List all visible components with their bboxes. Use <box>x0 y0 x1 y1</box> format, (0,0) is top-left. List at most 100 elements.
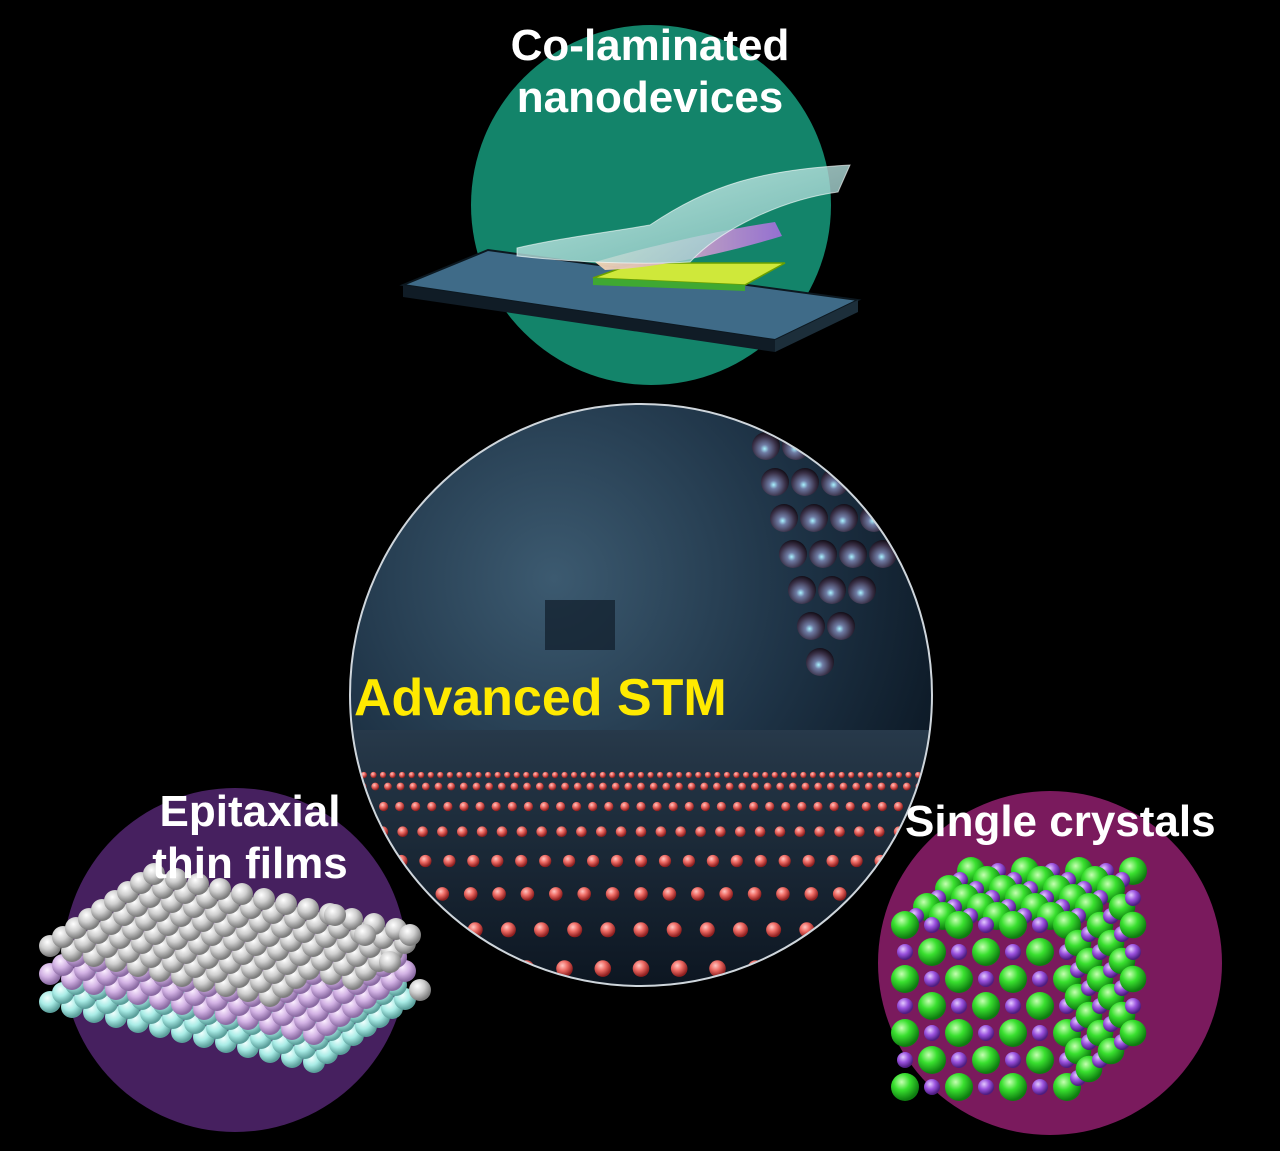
floor-atom <box>384 782 392 791</box>
floor-atom <box>877 782 886 791</box>
tip-atom <box>743 404 771 424</box>
purple-atom <box>1005 998 1021 1014</box>
film-atom <box>231 883 253 905</box>
tip-atom <box>806 648 834 676</box>
floor-atom <box>576 826 587 837</box>
purple-atom <box>978 971 994 987</box>
floor-atom <box>709 960 726 977</box>
floor-atom <box>829 771 836 779</box>
floor-atom <box>794 826 806 837</box>
tip-atom <box>869 540 897 568</box>
floor-atom <box>814 782 823 791</box>
floor-atom <box>634 854 648 868</box>
floor-atom <box>675 782 683 791</box>
green-atom <box>891 965 919 993</box>
floor-atom <box>852 782 861 791</box>
floor-atom <box>535 782 544 791</box>
floor-atom <box>848 771 855 779</box>
floor-atom <box>886 771 893 779</box>
floor-atom <box>563 854 576 868</box>
floor-atom <box>763 1001 781 1019</box>
film-atom <box>165 868 187 890</box>
tip-atom <box>770 504 798 532</box>
floor-atom <box>713 782 721 791</box>
right-label-text: Single crystals <box>905 797 1216 846</box>
floor-atom <box>371 782 380 791</box>
top-label-line-2: nanodevices <box>516 73 784 122</box>
floor-atom <box>809 771 817 779</box>
floor-atom <box>599 771 606 779</box>
floor-atom <box>459 782 468 791</box>
floor-atom <box>588 801 598 812</box>
green-atom <box>891 911 919 939</box>
floor-atom <box>776 887 790 901</box>
green-atom <box>945 1073 973 1101</box>
floor-atom <box>700 782 709 791</box>
floor-atom <box>633 922 649 938</box>
floor-atom <box>691 887 705 901</box>
floor-atom <box>577 887 591 901</box>
floor-atom <box>716 801 727 812</box>
floor-atom <box>819 771 826 779</box>
floor-atom <box>632 960 650 977</box>
floor-atom <box>572 801 582 812</box>
top-label: Co-laminated nanodevices <box>440 20 860 124</box>
green-atom <box>999 1019 1027 1047</box>
floor-atom <box>434 782 443 791</box>
floor-atom <box>637 771 645 779</box>
purple-atom <box>1005 944 1021 960</box>
purple-atom <box>1032 1079 1048 1095</box>
floor-atom <box>443 854 456 868</box>
floor-atom <box>599 782 607 791</box>
tip-atom <box>773 404 801 424</box>
tip-atom <box>848 576 876 604</box>
floor-atom <box>586 782 595 791</box>
floor-atom <box>751 782 759 791</box>
green-atom <box>1026 992 1054 1020</box>
floor-atom <box>704 771 712 779</box>
tip-atom <box>881 468 909 496</box>
tip-atom <box>809 540 837 568</box>
tip-atom <box>800 504 828 532</box>
floor-atom <box>905 771 912 779</box>
floor-atom <box>766 922 782 938</box>
center-label: Advanced STM <box>340 668 824 728</box>
floor-atom <box>723 771 731 779</box>
green-atom <box>891 1073 919 1101</box>
floor-atom <box>735 826 746 837</box>
floor-atom <box>594 960 612 977</box>
floor-atom <box>785 960 803 977</box>
floor-atom <box>418 771 425 779</box>
green-atom <box>945 911 973 939</box>
floor-atom <box>839 782 848 791</box>
green-atom <box>945 965 973 993</box>
green-atom <box>891 1019 919 1047</box>
floor-atom <box>434 922 450 938</box>
floor-atom <box>370 771 377 779</box>
center-label-text: Advanced STM <box>354 669 727 727</box>
green-atom <box>918 938 946 966</box>
floor-atom <box>571 771 578 779</box>
purple-atom <box>1032 917 1048 933</box>
floor-atom <box>658 854 672 868</box>
floor-atom <box>781 801 791 812</box>
floor-atom <box>389 771 396 779</box>
floor-atom <box>685 771 692 779</box>
floor-atom <box>419 854 432 868</box>
left-label-line-1: Epitaxial <box>159 787 341 836</box>
tip-atom <box>821 468 849 496</box>
floor-atom <box>567 922 583 938</box>
floor-atom <box>492 887 506 901</box>
floor-atom <box>485 771 492 779</box>
floor-atom <box>832 922 848 938</box>
floor-atom <box>414 1001 432 1019</box>
floor-atom <box>682 854 696 868</box>
tip-atom <box>902 432 930 460</box>
floor-atom <box>351 771 358 779</box>
purple-atom <box>1125 998 1141 1014</box>
floor-atom <box>666 771 673 779</box>
floor-atom <box>417 826 428 837</box>
floor-atom <box>523 801 534 812</box>
purple-atom <box>897 944 913 960</box>
tip-atom <box>761 468 789 496</box>
